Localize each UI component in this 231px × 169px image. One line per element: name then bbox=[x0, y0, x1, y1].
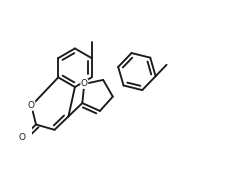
Text: O: O bbox=[28, 101, 35, 110]
Text: O: O bbox=[80, 79, 88, 88]
Text: O: O bbox=[18, 133, 25, 142]
